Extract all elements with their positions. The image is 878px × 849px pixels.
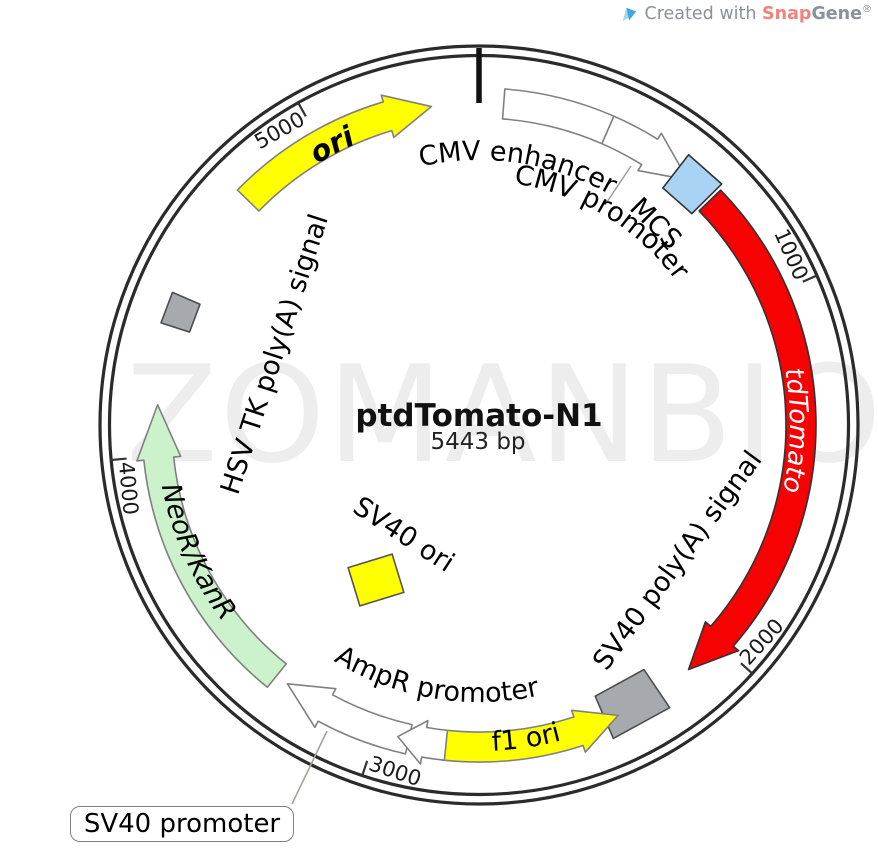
feature-f1-ori [441, 709, 619, 763]
feature-tdtomato [687, 189, 817, 671]
credit-registered-mark: ® [862, 4, 872, 16]
feature-ampr-promoter [397, 719, 449, 765]
plasmid-size: 5443 bp [430, 429, 526, 455]
feature-cmv-enhancer [501, 88, 615, 145]
backbone-outer-circle [98, 44, 860, 806]
watermark-text: ZOMANBIO [126, 337, 878, 493]
tick-1000 [802, 273, 819, 283]
feature-label-ampr-promoter: AmpR promoter [330, 640, 542, 709]
feature-sv40-promoter [286, 683, 413, 755]
plasmid-name: ptdTomato-N1 [355, 398, 603, 434]
tick-3000 [360, 760, 369, 778]
tick-4000 [109, 457, 127, 462]
sv40-promoter-label-connector [291, 730, 328, 805]
feature-label-sv40-polya: SV40 poly(A) signal [587, 445, 768, 676]
credit-text: Created with SnapGene® [645, 4, 873, 24]
feature-neor-kanr [136, 403, 288, 689]
feature-label-tdtomato: tdTomato [776, 366, 813, 496]
sv40-promoter-external-label: SV40 promoter [70, 806, 294, 842]
feature-mcs [662, 153, 723, 215]
credit-brand-gene: Gene [811, 4, 862, 24]
tick-2000 [740, 662, 755, 676]
credit-prefix: Created with [644, 4, 757, 24]
feature-puc-ori [236, 94, 433, 212]
feature-hsvtk-polya [160, 291, 201, 333]
feature-sv40-ori [347, 553, 405, 607]
tick-5000 [296, 100, 307, 117]
credit-brand-snap: Snap [762, 4, 812, 24]
tick-label-4000: 4000 [114, 461, 143, 516]
feature-label-path-neor-kanr [156, 193, 503, 748]
feature-label-hsvtk-polya: HSV TK poly(A) signal [215, 210, 335, 498]
feature-cmv-promoter [601, 115, 689, 181]
snapgene-credit: Created with SnapGene® [621, 4, 873, 24]
cmv-promoter-connector [604, 165, 632, 206]
snapgene-logo-icon [622, 7, 636, 21]
